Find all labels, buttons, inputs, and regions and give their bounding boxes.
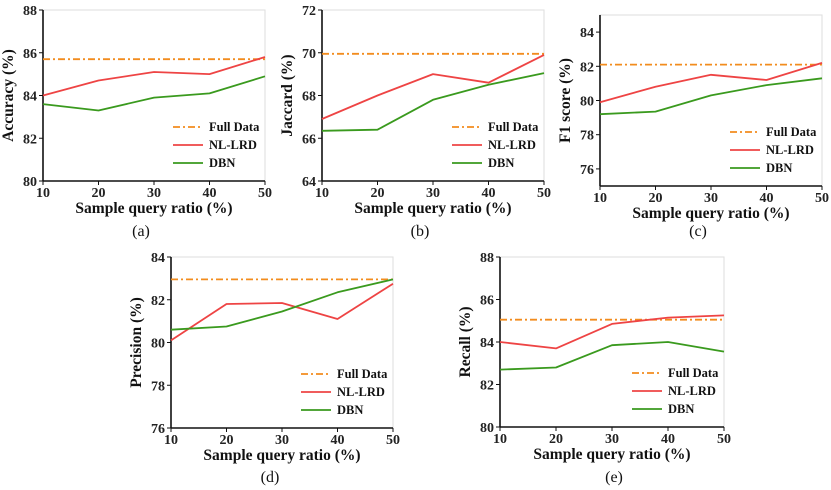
panel-caption: (d) [261,469,280,486]
y-tick-label: 84 [580,26,594,41]
legend-label-nl-lrd: NL-LRD [337,385,385,399]
y-tick-label: 78 [151,379,165,394]
legend-label-full-data: Full Data [668,366,719,380]
x-tick-label: 50 [258,186,272,201]
x-tick-label: 20 [649,191,663,206]
legend-label-dbn: DBN [668,402,694,416]
chart-panel-b: 64 66 68 70 72 10 20 30 40 50 Sample query ratio (… [279,4,551,240]
legend-label-nl-lrd: NL-LRD [488,138,536,152]
x-tick-label: 50 [386,433,400,448]
x-tick-label: 30 [147,186,161,201]
y-tick-label: 82 [580,60,594,75]
x-tick-label: 50 [537,186,551,201]
panel-caption: (a) [132,223,150,240]
x-tick-label: 30 [275,433,289,448]
y-tick-label: 88 [23,4,37,19]
chart-panel-a: 80 82 84 86 88 10 20 30 40 50 Sample query ratio (… [0,4,272,240]
x-tick-label: 10 [36,186,50,201]
x-tick-label: 10 [493,432,507,447]
legend-label-nl-lrd: NL-LRD [668,384,716,398]
x-tick-label: 10 [164,433,178,448]
y-tick-label: 64 [302,175,316,190]
legend-label-dbn: DBN [337,403,363,417]
series-line-nl-lrd [321,54,545,120]
series-line-nl-lrd [599,62,823,104]
y-axis-label: F1 score (%) [557,58,574,143]
y-axis-label: Jaccard (%) [279,54,296,136]
y-tick-label: 80 [480,421,494,436]
x-tick-label: 50 [815,191,829,206]
y-axis-label: Accuracy (%) [0,49,17,142]
chart-panel-e: 80 82 84 86 88 10 20 30 40 50 Sample query ratio (… [457,251,731,486]
y-tick-label: 76 [580,163,594,178]
y-tick-label: 72 [302,4,316,19]
x-tick-label: 20 [371,186,385,201]
series-line-nl-lrd [499,314,725,350]
y-tick-label: 70 [302,47,316,62]
y-tick-label: 82 [23,132,37,147]
y-axis-label: Recall (%) [457,306,474,377]
legend-label-full-data: Full Data [337,367,388,381]
x-tick-label: 40 [661,432,675,447]
x-tick-label: 40 [760,191,774,206]
y-tick-label: 80 [151,337,165,352]
y-tick-label: 84 [480,336,494,351]
series-line-dbn [170,278,394,331]
series-line-nl-lrd [170,282,394,342]
legend-label-nl-lrd: NL-LRD [766,143,814,157]
x-tick-label: 40 [482,186,496,201]
x-tick-label: 40 [331,433,345,448]
x-axis-label: Sample query ratio (%) [533,446,690,463]
series-line-dbn [499,341,725,371]
x-tick-label: 20 [92,186,106,201]
y-tick-label: 84 [151,251,165,266]
chart-panel-c: 76 78 80 82 84 10 20 30 40 50 Sample query ratio (… [557,14,829,240]
series-line-dbn [599,77,823,116]
legend-label-dbn: DBN [488,156,514,170]
y-tick-label: 88 [480,251,494,266]
x-axis-label: Sample query ratio (%) [203,447,360,464]
y-tick-label: 80 [580,95,594,110]
x-axis-label: Sample query ratio (%) [632,205,789,222]
legend-label-full-data: Full Data [488,120,539,134]
x-tick-label: 30 [704,191,718,206]
x-tick-label: 20 [549,432,563,447]
y-tick-label: 86 [480,294,494,309]
legend-label-dbn: DBN [766,161,792,175]
y-tick-label: 76 [151,422,165,437]
y-tick-label: 82 [480,379,494,394]
chart-panel-d: 76 78 80 82 84 10 20 30 40 50 Sample query ratio (… [128,251,400,486]
series-line-dbn [42,75,266,112]
y-tick-label: 82 [151,294,165,309]
panel-caption: (b) [411,223,430,240]
x-tick-label: 20 [220,433,234,448]
x-axis-label: Sample query ratio (%) [75,200,232,217]
x-tick-label: 10 [593,191,607,206]
y-tick-label: 80 [23,175,37,190]
panel-caption: (c) [689,223,707,240]
panel-caption: (e) [605,469,623,486]
legend-label-dbn: DBN [209,156,235,170]
y-tick-label: 66 [302,132,316,147]
x-tick-label: 40 [203,186,217,201]
legend-label-full-data: Full Data [209,120,260,134]
x-tick-label: 50 [717,432,731,447]
y-tick-label: 78 [580,129,594,144]
y-tick-label: 68 [302,90,316,105]
y-tick-label: 84 [23,90,37,105]
y-axis-label: Precision (%) [128,297,145,388]
series-line-nl-lrd [42,56,266,97]
x-tick-label: 10 [315,186,329,201]
x-tick-label: 30 [426,186,440,201]
series-line-dbn [321,72,545,132]
legend-label-nl-lrd: NL-LRD [209,138,257,152]
y-tick-label: 86 [23,47,37,62]
legend-label-full-data: Full Data [766,125,817,139]
x-axis-label: Sample query ratio (%) [354,200,511,217]
x-tick-label: 30 [605,432,619,447]
